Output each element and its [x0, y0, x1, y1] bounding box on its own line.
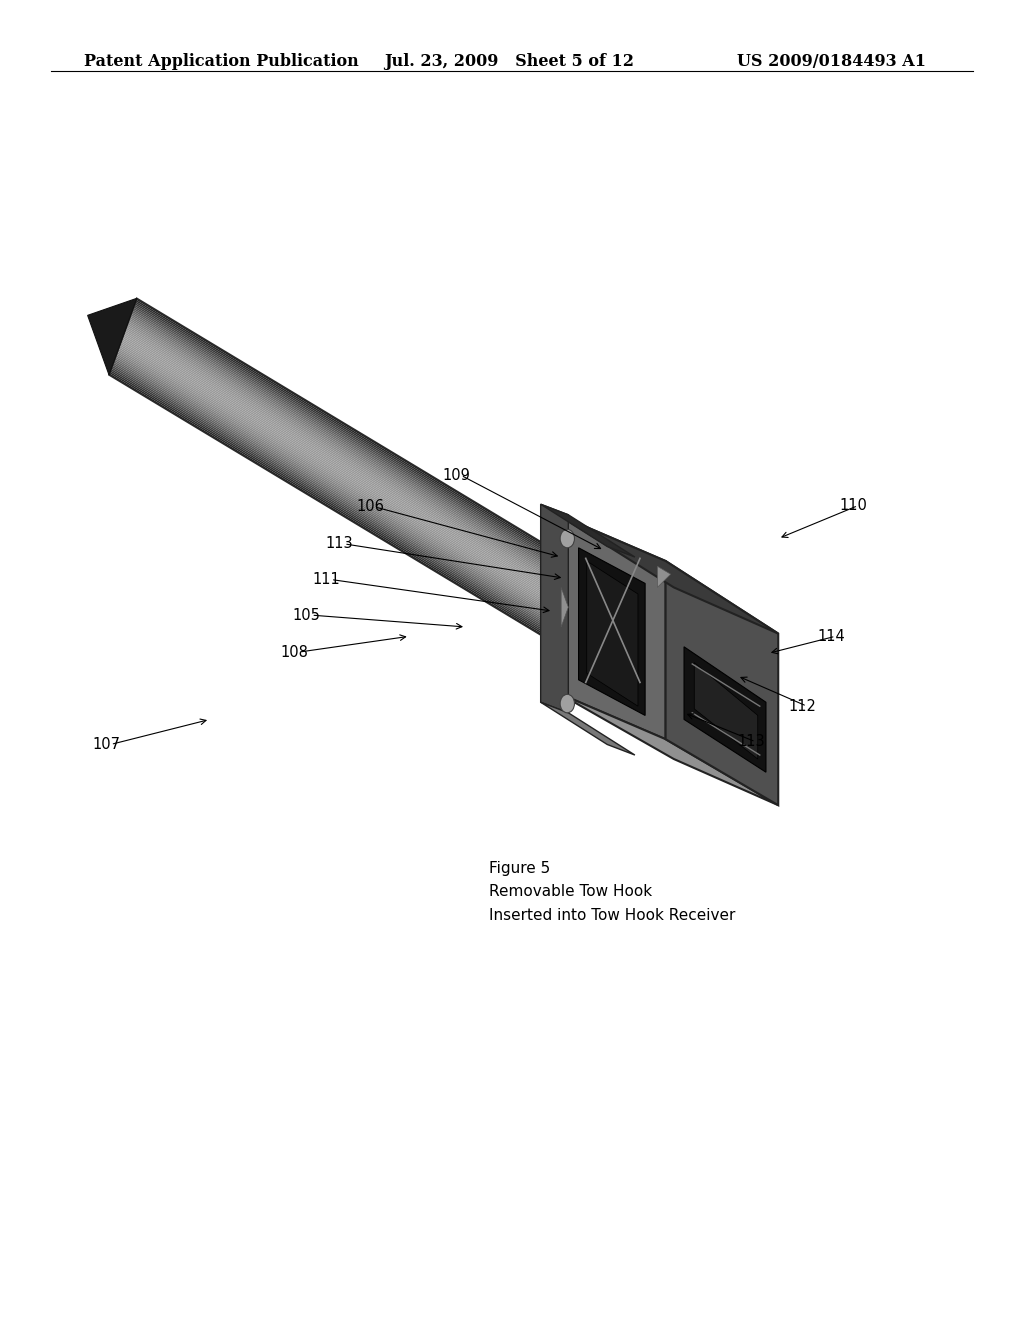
Polygon shape — [116, 354, 588, 639]
Text: Jul. 23, 2009   Sheet 5 of 12: Jul. 23, 2009 Sheet 5 of 12 — [384, 53, 634, 70]
Text: 110: 110 — [840, 498, 867, 513]
Polygon shape — [541, 504, 568, 713]
Polygon shape — [129, 318, 601, 603]
Polygon shape — [133, 308, 604, 593]
Polygon shape — [111, 368, 583, 655]
Polygon shape — [113, 364, 584, 649]
Circle shape — [560, 529, 574, 548]
Polygon shape — [125, 330, 596, 616]
Polygon shape — [124, 334, 595, 619]
Polygon shape — [541, 504, 635, 557]
Text: 113: 113 — [737, 734, 765, 750]
Polygon shape — [117, 352, 589, 638]
Polygon shape — [125, 329, 597, 614]
Polygon shape — [115, 358, 586, 643]
Polygon shape — [118, 348, 590, 634]
Text: 111: 111 — [312, 572, 340, 587]
Polygon shape — [88, 298, 137, 375]
Text: 109: 109 — [442, 467, 470, 483]
Polygon shape — [133, 306, 605, 591]
Polygon shape — [122, 338, 593, 623]
Polygon shape — [135, 300, 607, 585]
Polygon shape — [684, 647, 766, 772]
Polygon shape — [558, 693, 778, 805]
Polygon shape — [134, 302, 606, 589]
Circle shape — [560, 694, 574, 713]
Polygon shape — [112, 366, 584, 651]
Polygon shape — [558, 515, 666, 739]
Text: US 2009/0184493 A1: US 2009/0184493 A1 — [737, 53, 927, 70]
Polygon shape — [126, 326, 598, 611]
Polygon shape — [111, 371, 582, 656]
Polygon shape — [112, 367, 583, 652]
Polygon shape — [135, 301, 606, 586]
Polygon shape — [694, 663, 758, 759]
Polygon shape — [558, 515, 778, 634]
Text: Patent Application Publication: Patent Application Publication — [84, 53, 358, 70]
Polygon shape — [128, 319, 600, 605]
Polygon shape — [127, 325, 598, 610]
Polygon shape — [131, 312, 603, 598]
Polygon shape — [113, 363, 585, 648]
Polygon shape — [115, 356, 587, 642]
Polygon shape — [126, 327, 597, 612]
Polygon shape — [119, 346, 591, 631]
Polygon shape — [121, 339, 593, 624]
Text: Inserted into Tow Hook Receiver: Inserted into Tow Hook Receiver — [489, 908, 736, 923]
Text: 106: 106 — [356, 499, 384, 515]
Polygon shape — [110, 372, 582, 657]
Polygon shape — [657, 566, 671, 587]
Polygon shape — [132, 309, 604, 594]
Polygon shape — [120, 343, 592, 628]
Text: Figure 5: Figure 5 — [489, 861, 551, 875]
Text: Removable Tow Hook: Removable Tow Hook — [489, 884, 652, 899]
Text: 114: 114 — [817, 628, 845, 644]
Polygon shape — [124, 333, 596, 618]
Text: 112: 112 — [788, 698, 816, 714]
Polygon shape — [127, 323, 599, 609]
Polygon shape — [131, 314, 602, 599]
Polygon shape — [114, 362, 585, 647]
Polygon shape — [123, 335, 595, 620]
Text: 108: 108 — [281, 644, 308, 660]
Polygon shape — [109, 374, 581, 659]
Polygon shape — [136, 298, 608, 583]
Polygon shape — [120, 345, 591, 630]
Polygon shape — [130, 315, 602, 601]
Polygon shape — [132, 310, 603, 595]
Text: 113: 113 — [326, 536, 353, 552]
Polygon shape — [666, 561, 778, 805]
Text: 105: 105 — [293, 607, 321, 623]
Polygon shape — [134, 305, 605, 590]
Polygon shape — [121, 341, 592, 627]
Polygon shape — [119, 347, 590, 632]
Polygon shape — [114, 359, 586, 645]
Polygon shape — [587, 561, 638, 706]
Polygon shape — [116, 355, 587, 640]
Polygon shape — [122, 337, 594, 622]
Polygon shape — [118, 350, 589, 636]
Polygon shape — [541, 702, 635, 755]
Polygon shape — [561, 587, 568, 627]
Polygon shape — [130, 317, 601, 602]
Polygon shape — [128, 321, 599, 607]
Polygon shape — [579, 548, 645, 715]
Text: 107: 107 — [92, 737, 120, 752]
